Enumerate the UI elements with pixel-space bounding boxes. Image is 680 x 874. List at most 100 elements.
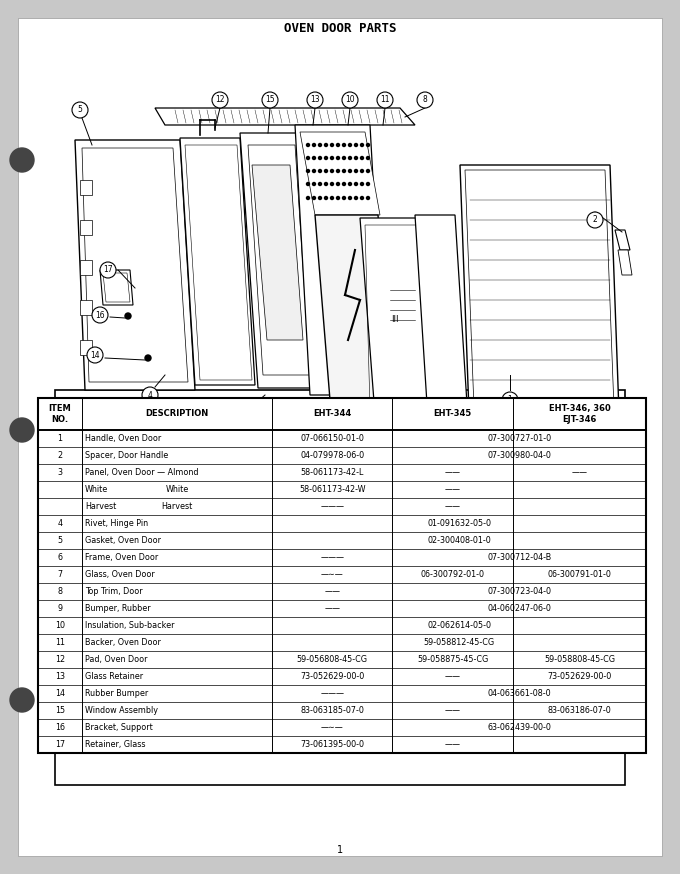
Text: ———: ——— (320, 689, 344, 698)
Text: ——: —— (324, 604, 340, 613)
Circle shape (313, 143, 316, 147)
Circle shape (324, 183, 328, 185)
Text: 7: 7 (57, 570, 63, 579)
Text: Spacer, Door Handle: Spacer, Door Handle (85, 451, 168, 460)
Text: 06-300792-01-0: 06-300792-01-0 (421, 570, 485, 579)
Text: 04-079978-06-0: 04-079978-06-0 (300, 451, 364, 460)
Text: Panel, Oven Door — Almond: Panel, Oven Door — Almond (85, 468, 199, 477)
Text: White: White (85, 485, 108, 494)
Circle shape (587, 212, 603, 228)
Polygon shape (252, 165, 303, 340)
Circle shape (360, 170, 364, 172)
Polygon shape (315, 215, 392, 400)
Circle shape (367, 183, 369, 185)
Text: 6: 6 (328, 413, 333, 422)
Text: 7: 7 (292, 413, 297, 422)
Text: 15: 15 (55, 706, 65, 715)
Circle shape (318, 143, 322, 147)
Text: 10: 10 (345, 95, 355, 105)
Circle shape (125, 313, 131, 319)
Circle shape (318, 170, 322, 172)
Circle shape (318, 197, 322, 199)
Text: 11: 11 (380, 95, 390, 105)
Text: EHT-346, 360
EJT-346: EHT-346, 360 EJT-346 (549, 405, 610, 424)
Polygon shape (80, 300, 92, 315)
Text: 14: 14 (90, 350, 100, 359)
Text: 73-052629-00-0: 73-052629-00-0 (547, 672, 611, 681)
Circle shape (307, 143, 309, 147)
Text: 59-056808-45-CG: 59-056808-45-CG (296, 655, 368, 664)
Polygon shape (300, 132, 380, 215)
Text: 11: 11 (55, 638, 65, 647)
Text: 12: 12 (216, 95, 225, 105)
Text: 83-063185-07-0: 83-063185-07-0 (301, 706, 364, 715)
Text: Top Trim, Door: Top Trim, Door (85, 587, 142, 596)
Text: ——: —— (445, 740, 460, 749)
Circle shape (354, 143, 358, 147)
Circle shape (360, 183, 364, 185)
Text: 5: 5 (57, 536, 63, 545)
Circle shape (92, 307, 108, 323)
Text: 10: 10 (55, 621, 65, 630)
Text: Harvest: Harvest (161, 502, 192, 511)
Circle shape (417, 92, 433, 108)
Circle shape (342, 92, 358, 108)
Text: Pad, Oven Door: Pad, Oven Door (85, 655, 148, 664)
Text: 63-062439-00-0: 63-062439-00-0 (488, 723, 551, 732)
Circle shape (367, 156, 369, 159)
Circle shape (262, 92, 278, 108)
Text: 01-091632-05-0: 01-091632-05-0 (427, 519, 491, 528)
Polygon shape (180, 138, 255, 385)
Circle shape (247, 402, 263, 418)
Circle shape (307, 183, 309, 185)
Polygon shape (615, 230, 630, 250)
Text: ——: —— (445, 485, 460, 494)
Text: 4: 4 (148, 391, 152, 399)
Circle shape (10, 688, 34, 712)
Text: 8: 8 (57, 587, 63, 596)
Text: 59-058875-45-CG: 59-058875-45-CG (417, 655, 488, 664)
Circle shape (330, 170, 333, 172)
Text: 1: 1 (508, 396, 512, 405)
Text: 1: 1 (57, 434, 63, 443)
Circle shape (367, 197, 369, 199)
Text: 59-058812-45-CG: 59-058812-45-CG (424, 638, 494, 647)
Circle shape (307, 156, 309, 159)
Text: Window Assembly: Window Assembly (85, 706, 158, 715)
Circle shape (212, 92, 228, 108)
Polygon shape (80, 180, 92, 195)
Text: EHT-344: EHT-344 (313, 410, 352, 419)
Polygon shape (80, 220, 92, 235)
Circle shape (100, 262, 116, 278)
Circle shape (313, 170, 316, 172)
Circle shape (10, 418, 34, 442)
Text: 73-061395-00-0: 73-061395-00-0 (301, 740, 364, 749)
Text: ——: —— (324, 587, 340, 596)
Circle shape (72, 102, 88, 118)
Circle shape (343, 143, 345, 147)
Polygon shape (618, 250, 632, 275)
Text: 06-300791-01-0: 06-300791-01-0 (547, 570, 611, 579)
Text: 17: 17 (55, 740, 65, 749)
Circle shape (348, 170, 352, 172)
Text: 8: 8 (423, 95, 427, 105)
Text: 1: 1 (337, 845, 343, 855)
Circle shape (348, 156, 352, 159)
Circle shape (337, 197, 339, 199)
Polygon shape (240, 133, 315, 388)
Text: 07-300980-04-0: 07-300980-04-0 (488, 451, 551, 460)
Text: ——: —— (571, 468, 588, 477)
Text: ITEM
NO.: ITEM NO. (48, 405, 71, 424)
Text: Rivet, Hinge Pin: Rivet, Hinge Pin (85, 519, 148, 528)
Text: 58-061173-42-L: 58-061173-42-L (301, 468, 364, 477)
Circle shape (307, 197, 309, 199)
Circle shape (318, 156, 322, 159)
Text: 3: 3 (498, 431, 503, 440)
Circle shape (492, 427, 508, 443)
Polygon shape (415, 215, 468, 420)
Circle shape (354, 170, 358, 172)
Text: 83-063186-07-0: 83-063186-07-0 (547, 706, 611, 715)
Circle shape (324, 197, 328, 199)
Text: 04-063661-08-0: 04-063661-08-0 (488, 689, 551, 698)
Circle shape (330, 143, 333, 147)
